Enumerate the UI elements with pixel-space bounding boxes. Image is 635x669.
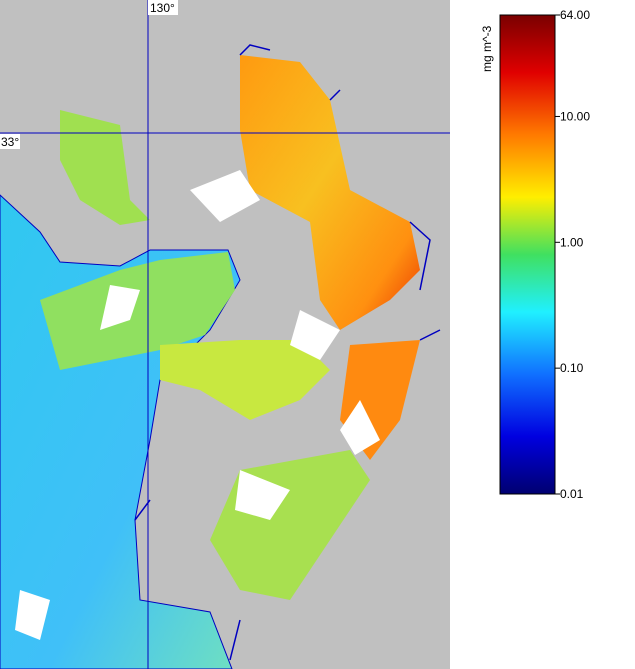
bay-water: [160, 340, 330, 420]
colorbar-tick-label: 0.01: [560, 487, 584, 501]
label-box: [148, 0, 178, 15]
map-area: 130° 33°: [0, 0, 450, 669]
colorbar: mg m^-3 64.00 10.00 1.00 0.10 0.01: [480, 8, 590, 501]
colorbar-label: mg m^-3: [480, 25, 494, 72]
coastline: [134, 44, 441, 661]
north-bay: [60, 110, 150, 225]
colorbar-gradient: [499, 14, 556, 495]
latitude-label: 33°: [1, 135, 19, 149]
colorbar-tick-label: 64.00: [560, 8, 590, 22]
colorbar-tick-label: 1.00: [560, 235, 584, 249]
label-box: [0, 134, 20, 149]
coastal-water: [40, 252, 235, 370]
colorbar-tick-label: 10.00: [560, 109, 590, 123]
colorbar-tick-label: 0.10: [560, 361, 584, 375]
longitude-label: 130°: [150, 1, 175, 15]
bloom-water: [240, 55, 420, 330]
